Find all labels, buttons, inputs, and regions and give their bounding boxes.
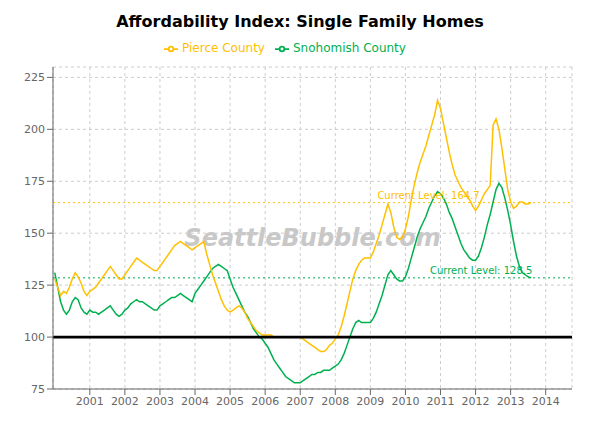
svg-text:75: 75 (31, 383, 45, 396)
svg-text:150: 150 (24, 227, 45, 240)
svg-text:2004: 2004 (181, 395, 209, 408)
svg-text:2011: 2011 (426, 395, 454, 408)
svg-text:Current Level: 164.7: Current Level: 164.7 (377, 190, 479, 201)
svg-text:2012: 2012 (462, 395, 490, 408)
svg-text:Current Level: 128.5: Current Level: 128.5 (430, 265, 532, 276)
svg-text:175: 175 (24, 175, 45, 188)
svg-text:2003: 2003 (146, 395, 174, 408)
svg-text:2008: 2008 (321, 395, 349, 408)
svg-text:100: 100 (24, 331, 45, 344)
svg-text:2013: 2013 (497, 395, 525, 408)
svg-text:2002: 2002 (111, 395, 139, 408)
svg-text:2007: 2007 (286, 395, 314, 408)
html-text:SeattleBubble.com: SeattleBubble.com (184, 223, 441, 252)
html-text:Snohomish County: Snohomish County (293, 41, 406, 55)
svg-text:200: 200 (24, 123, 45, 136)
svg-text:2010: 2010 (391, 395, 419, 408)
svg-text:125: 125 (24, 279, 45, 292)
svg-text:2005: 2005 (216, 395, 244, 408)
svg-text:2006: 2006 (251, 395, 279, 408)
svg-text:225: 225 (24, 71, 45, 84)
html-text:Pierce County: Pierce County (182, 41, 265, 55)
svg-text:2001: 2001 (76, 395, 104, 408)
svg-text:2009: 2009 (356, 395, 384, 408)
html-text:Affordability Index: Single Fa: Affordability Index: Single Family Homes (116, 12, 484, 31)
svg-text:2014: 2014 (532, 395, 560, 408)
